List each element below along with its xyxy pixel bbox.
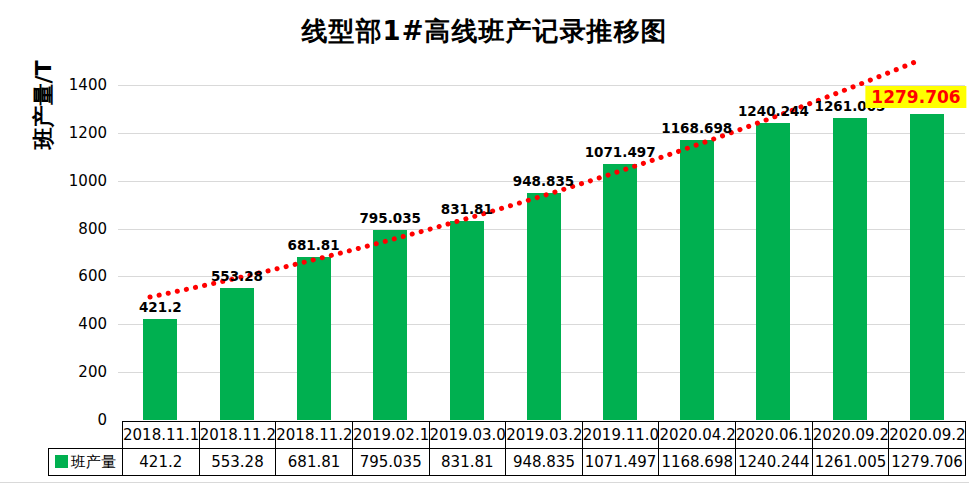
table-value-cell: 681.81 <box>276 449 353 476</box>
data-table: 2018.11.172018.11.212018.11.252019.02.19… <box>48 421 966 476</box>
table-value-cell: 1279.706 <box>889 449 966 476</box>
bar[interactable] <box>910 114 944 420</box>
table-value-cell: 1168.698 <box>659 449 736 476</box>
table-date-cell: 2018.11.21 <box>199 422 276 449</box>
bar-value-label: 948.835 <box>513 173 575 189</box>
table-value-cell: 1071.497 <box>582 449 659 476</box>
bar[interactable] <box>220 288 254 420</box>
table-date-cell: 2020.06.11 <box>736 422 813 449</box>
chart-bottom-border <box>0 482 969 483</box>
table-corner-blank <box>49 422 123 449</box>
bar-value-label: 1279.706 <box>865 86 966 108</box>
legend-key-icon <box>55 455 68 468</box>
bar[interactable] <box>756 123 790 420</box>
bar-value-label: 1240.244 <box>738 103 809 119</box>
y-tick-label: 400 <box>47 314 107 334</box>
table-value-cell: 795.035 <box>352 449 429 476</box>
table-date-cell: 2020.09.26 <box>889 422 966 449</box>
table-date-cell: 2018.11.17 <box>123 422 200 449</box>
bar[interactable] <box>373 230 407 420</box>
table-value-cell: 831.81 <box>429 449 506 476</box>
table-date-cell: 2020.09.25 <box>812 422 889 449</box>
y-axis-title: 班产量/T <box>29 60 59 149</box>
bar[interactable] <box>527 193 561 420</box>
bar-value-label: 795.035 <box>359 210 421 226</box>
bar[interactable] <box>680 140 714 420</box>
chart-title: 线型部1#高线班产记录推移图 <box>0 14 969 49</box>
bar-value-label: 1071.497 <box>585 144 656 160</box>
bar[interactable] <box>143 319 177 420</box>
table-date-cell: 2019.03.07 <box>429 422 506 449</box>
bar[interactable] <box>603 164 637 420</box>
table-values-row: 班产量 421.2553.28681.81795.035831.81948.835… <box>49 449 966 476</box>
bar[interactable] <box>450 221 484 420</box>
bar-value-label: 831.81 <box>441 201 493 217</box>
table-date-cell: 2019.11.02 <box>582 422 659 449</box>
y-tick-label: 200 <box>47 362 107 382</box>
table-value-cell: 421.2 <box>123 449 200 476</box>
table-date-cell: 2019.02.19 <box>352 422 429 449</box>
bar[interactable] <box>297 257 331 420</box>
bar-value-label: 681.81 <box>288 237 340 253</box>
bar-value-label: 421.2 <box>139 299 182 315</box>
table-date-cell: 2020.04.21 <box>659 422 736 449</box>
bar-value-label: 553.28 <box>211 268 263 284</box>
table-value-cell: 553.28 <box>199 449 276 476</box>
y-tick-label: 1000 <box>47 171 107 191</box>
legend-item[interactable]: 班产量 <box>49 449 123 476</box>
y-tick-label: 600 <box>47 266 107 286</box>
table-dates-row: 2018.11.172018.11.212018.11.252019.02.19… <box>49 422 966 449</box>
chart-canvas: 线型部1#高线班产记录推移图 班产量/T 2018.11.172018.11.2… <box>0 0 969 488</box>
y-tick-label: 800 <box>47 219 107 239</box>
gridline <box>118 85 965 86</box>
table-value-cell: 948.835 <box>506 449 583 476</box>
table-value-cell: 1261.005 <box>812 449 889 476</box>
bar[interactable] <box>833 118 867 420</box>
table-date-cell: 2019.03.23 <box>506 422 583 449</box>
legend-label: 班产量 <box>71 453 116 471</box>
table-date-cell: 2018.11.25 <box>276 422 353 449</box>
bar-value-label: 1168.698 <box>661 120 732 136</box>
table-value-cell: 1240.244 <box>736 449 813 476</box>
